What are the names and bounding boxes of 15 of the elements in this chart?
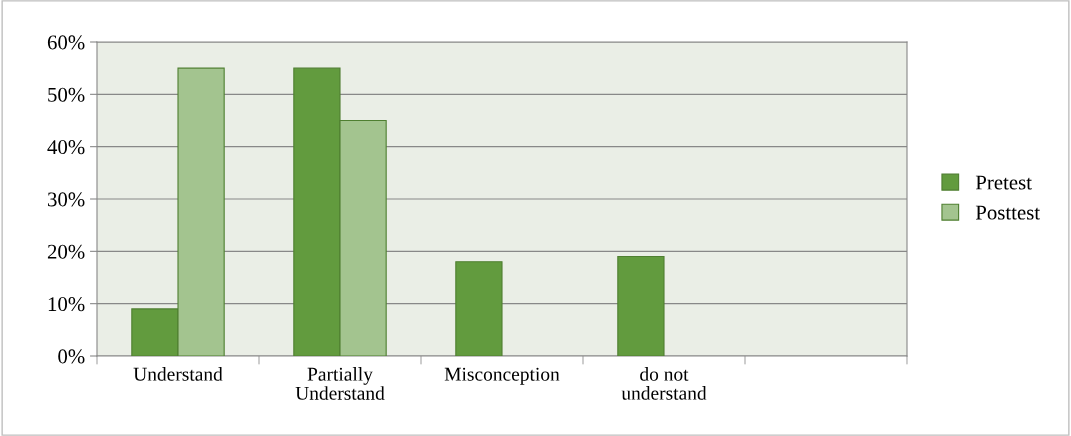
x-tick-label: do not understand bbox=[621, 367, 707, 400]
x-tick-label: Partially Understand bbox=[295, 367, 385, 400]
y-tick-label: 30% bbox=[48, 192, 85, 207]
y-tick-label: 20% bbox=[47, 244, 85, 259]
y-tick-label: 40% bbox=[47, 140, 85, 155]
x-tick-label: Understand bbox=[133, 367, 223, 381]
y-tick-label: 60% bbox=[47, 35, 85, 50]
y-tick-label: 10% bbox=[48, 297, 85, 312]
legend-label: Posttest bbox=[975, 205, 1040, 220]
y-tick-label: 0% bbox=[58, 349, 85, 364]
x-tick-label: Misconception bbox=[444, 367, 560, 385]
legend-label: Pretest bbox=[975, 175, 1032, 190]
y-tick-label: 50% bbox=[48, 87, 85, 102]
bar bbox=[455, 261, 503, 356]
bar bbox=[617, 256, 665, 356]
